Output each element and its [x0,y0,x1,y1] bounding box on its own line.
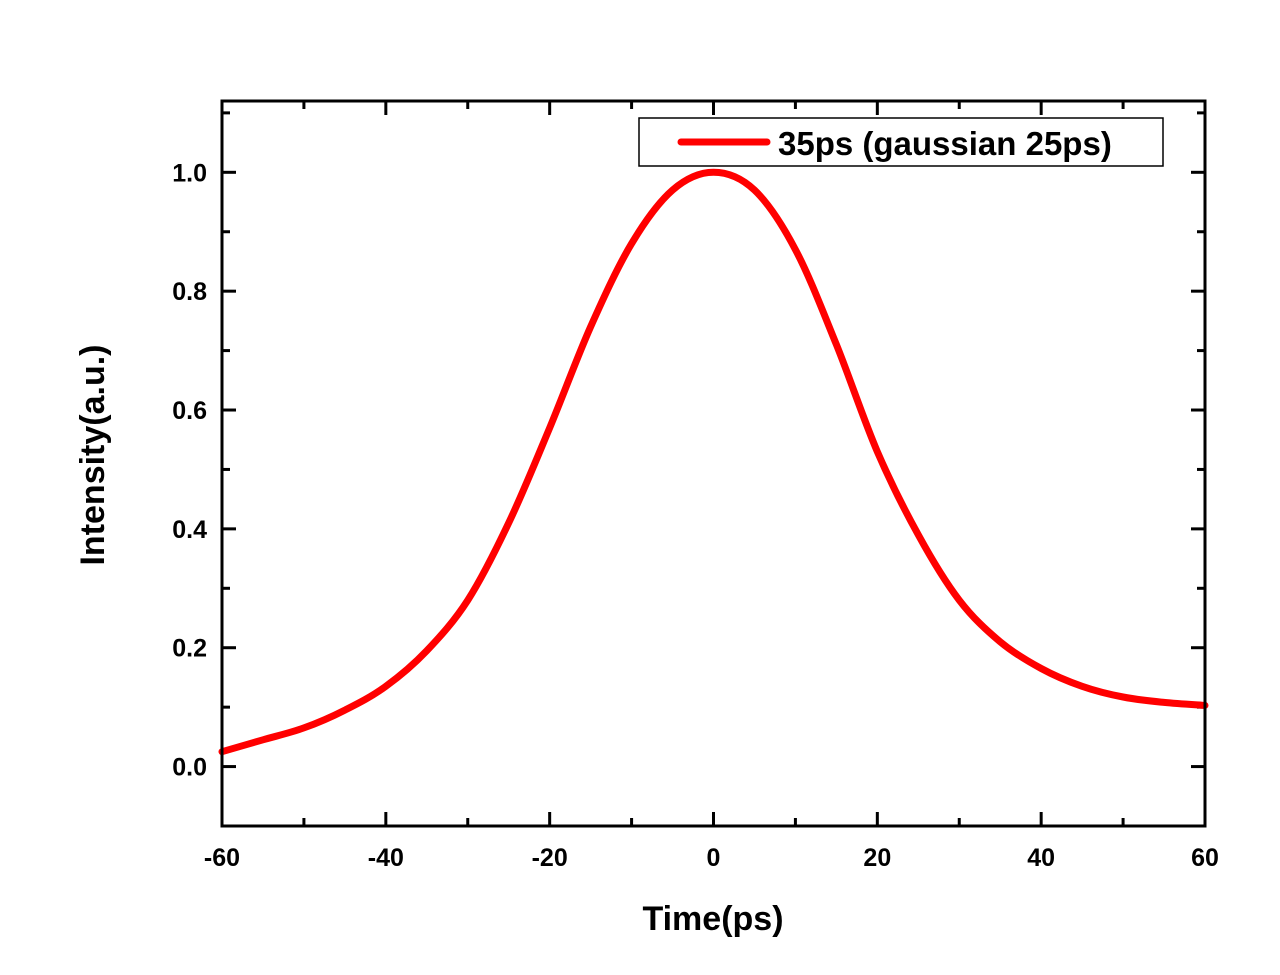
tick-labels: -60 -40 -20 0 20 40 60 0.0 0.2 0.4 0.6 0.8 1.0 [172,159,1219,872]
x-tick-label: 20 [863,844,891,872]
y-axis-title: Intensity(a.u.) [74,344,112,565]
x-tick-label: -40 [368,844,404,872]
x-axis-title: Time(ps) [642,900,783,938]
x-tick-label: 0 [707,844,721,872]
x-tick-label: 40 [1027,844,1055,872]
legend: 35ps (gaussian 25ps) [638,117,1164,167]
y-tick-label: 1.0 [172,159,207,187]
x-tick-label: 60 [1191,844,1219,872]
x-tick-label: -20 [532,844,568,872]
y-tick-label: 0.6 [172,397,207,425]
x-tick-label: -60 [204,844,240,872]
y-tick-label: 0.8 [172,278,207,306]
ticks-layer [220,101,1207,828]
y-tick-label: 0.4 [172,516,207,544]
y-tick-label: 0.2 [172,635,207,663]
y-tick-label: 0.0 [172,754,207,782]
legend-label: 35ps (gaussian 25ps) [778,125,1112,162]
series-line [218,168,1209,756]
plot-frame [220,99,1207,828]
